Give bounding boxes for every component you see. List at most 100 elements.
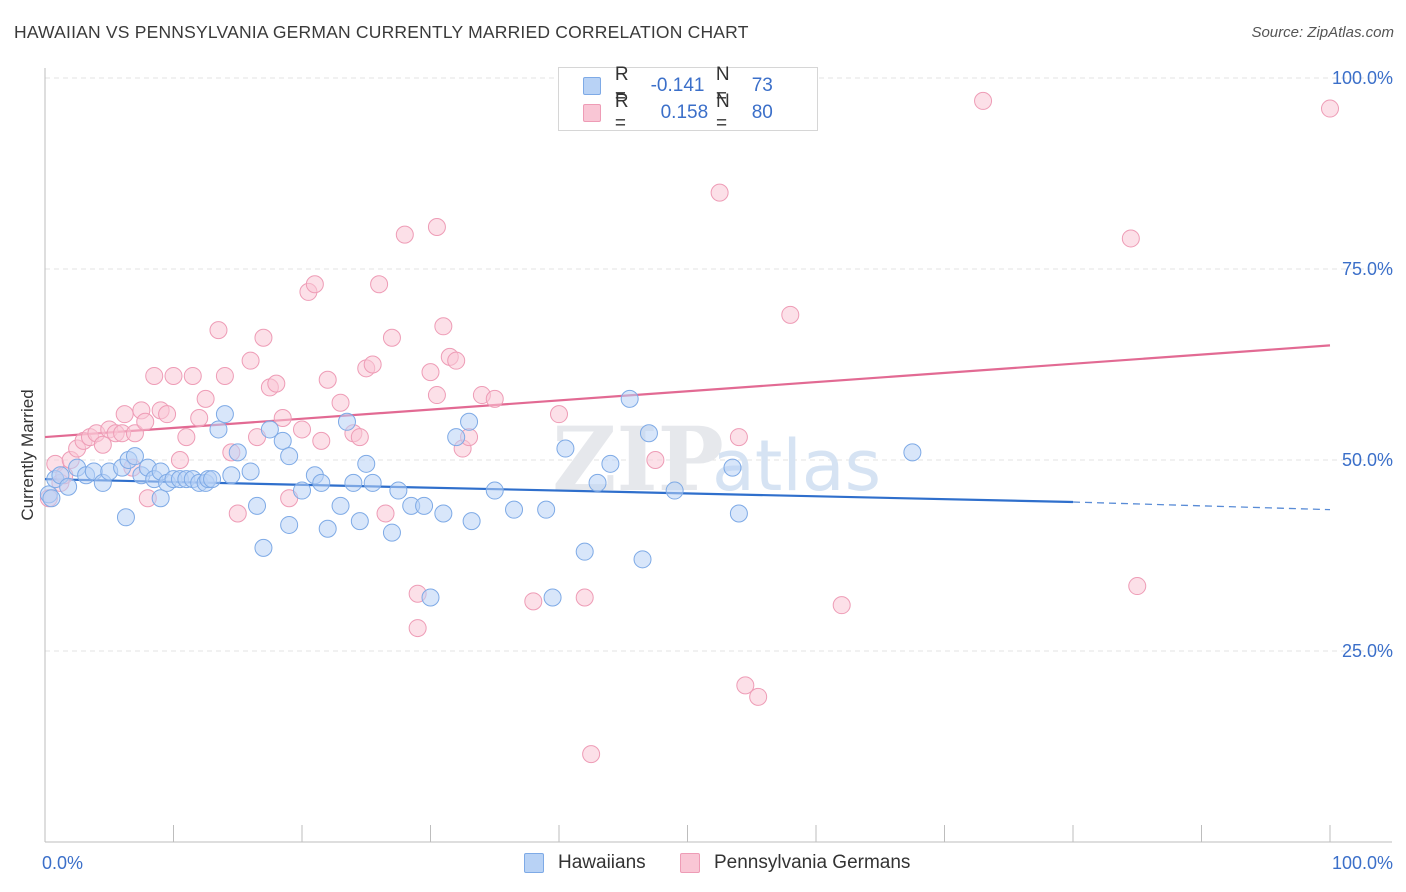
point-hawaiians	[447, 428, 466, 447]
point-pennsylvania-germans	[196, 389, 215, 408]
point-hawaiians	[357, 454, 376, 473]
point-pennsylvania-germans	[145, 366, 164, 385]
point-pennsylvania-germans	[408, 619, 427, 638]
point-hawaiians	[350, 512, 369, 531]
point-hawaiians	[505, 500, 524, 519]
series-swatch-blue	[524, 853, 544, 873]
point-pennsylvania-germans	[190, 408, 209, 427]
point-hawaiians	[389, 481, 408, 500]
series-label-pennsylvania-germans: Pennsylvania Germans	[714, 852, 911, 873]
point-pennsylvania-germans	[370, 275, 389, 294]
legend-row-hawaiians: R = -0.141 N = 73	[583, 64, 817, 107]
x-tick-label-max: 100.0%	[1332, 853, 1393, 873]
point-pennsylvania-germans	[485, 389, 504, 408]
trend-line-hawaiians-extension	[1072, 501, 1331, 511]
source-label: Source: ZipAtlas.com	[1251, 24, 1394, 41]
series-legend: Hawaiians Pennsylvania Germans	[0, 852, 1406, 878]
point-hawaiians	[203, 470, 222, 489]
point-hawaiians	[260, 420, 279, 439]
point-pennsylvania-germans	[273, 408, 292, 427]
point-hawaiians	[434, 504, 453, 523]
point-pennsylvania-germans	[1121, 229, 1140, 248]
point-pennsylvania-germans	[781, 305, 800, 324]
point-pennsylvania-germans	[331, 393, 350, 412]
y-tick-label: 50.0%	[1342, 450, 1393, 470]
point-pennsylvania-germans	[395, 225, 414, 244]
point-hawaiians	[556, 439, 575, 458]
series-legend-hawaiians[interactable]: Hawaiians	[524, 852, 646, 874]
point-pennsylvania-germans	[427, 217, 446, 236]
chart-title: HAWAIIAN VS PENNSYLVANIA GERMAN CURRENTL…	[14, 22, 749, 42]
point-pennsylvania-germans	[974, 91, 993, 110]
point-hawaiians	[337, 412, 356, 431]
point-pennsylvania-germans	[524, 592, 543, 611]
trend-line-pennsylvania-germans	[44, 344, 1331, 439]
point-pennsylvania-germans	[158, 405, 177, 424]
point-hawaiians	[116, 508, 135, 527]
point-hawaiians	[318, 519, 337, 538]
point-hawaiians	[248, 496, 267, 515]
point-pennsylvania-germans	[241, 351, 260, 370]
tick-labels: 25.0% 50.0% 75.0% 100.0% 0.0% 100.0%	[42, 68, 1393, 873]
point-pennsylvania-germans	[832, 596, 851, 615]
legend-n-label: N =	[715, 91, 730, 134]
point-hawaiians	[280, 515, 299, 534]
point-hawaiians	[588, 473, 607, 492]
point-hawaiians	[462, 512, 481, 531]
y-tick-label: 75.0%	[1342, 259, 1393, 279]
series-swatch-pink	[680, 853, 700, 873]
point-pennsylvania-germans	[254, 328, 273, 347]
point-pennsylvania-germans	[305, 275, 324, 294]
legend-n-label: N =	[715, 64, 730, 107]
legend-r-value: -0.141	[650, 75, 705, 96]
point-hawaiians	[421, 588, 440, 607]
point-hawaiians	[460, 412, 479, 431]
point-hawaiians	[415, 496, 434, 515]
point-pennsylvania-germans	[293, 420, 311, 439]
point-pennsylvania-germans	[646, 451, 665, 469]
point-pennsylvania-germans	[183, 366, 202, 385]
legend-row-pennsylvania-germans: R = 0.158 N = 80	[583, 91, 817, 134]
legend-r-value: 0.158	[660, 102, 709, 123]
watermark-zip: ZIP	[552, 407, 724, 511]
point-pennsylvania-germans	[215, 366, 234, 385]
point-hawaiians	[151, 489, 170, 508]
point-hawaiians	[280, 447, 299, 466]
point-pennsylvania-germans	[209, 321, 228, 340]
series-legend-pennsylvania-germans[interactable]: Pennsylvania Germans	[680, 852, 910, 874]
point-pennsylvania-germans	[421, 363, 440, 382]
point-pennsylvania-germans	[93, 435, 112, 454]
point-pennsylvania-germans	[382, 328, 401, 347]
point-pennsylvania-germans	[312, 431, 331, 450]
point-hawaiians	[665, 481, 684, 500]
point-pennsylvania-germans	[575, 588, 594, 607]
point-hawaiians	[601, 454, 620, 473]
point-pennsylvania-germans	[1128, 577, 1147, 596]
point-hawaiians	[125, 447, 144, 466]
point-pennsylvania-germans	[170, 451, 189, 469]
x-tick-label-min: 0.0%	[42, 853, 83, 873]
point-pennsylvania-germans	[749, 687, 768, 706]
point-hawaiians	[273, 431, 292, 450]
point-pennsylvania-germans	[318, 370, 337, 389]
y-axis-label: Currently Married	[18, 389, 37, 521]
point-hawaiians	[633, 550, 652, 569]
legend-swatch-blue	[583, 77, 601, 95]
point-hawaiians	[42, 489, 61, 508]
point-pennsylvania-germans	[427, 386, 446, 405]
legend-n-value: 73	[751, 75, 773, 96]
data-points	[39, 91, 1339, 764]
point-pennsylvania-germans	[550, 405, 568, 424]
point-pennsylvania-germans	[582, 745, 601, 764]
point-hawaiians	[312, 473, 331, 492]
axes	[44, 68, 1392, 843]
point-hawaiians	[59, 477, 78, 496]
point-hawaiians	[363, 473, 382, 492]
point-hawaiians	[543, 588, 562, 607]
point-pennsylvania-germans	[376, 504, 395, 523]
watermark: ZIP atlas	[552, 407, 881, 511]
point-hawaiians	[903, 443, 922, 462]
point-pennsylvania-germans	[177, 428, 196, 447]
point-pennsylvania-germans	[350, 428, 369, 447]
point-hawaiians	[723, 458, 742, 477]
